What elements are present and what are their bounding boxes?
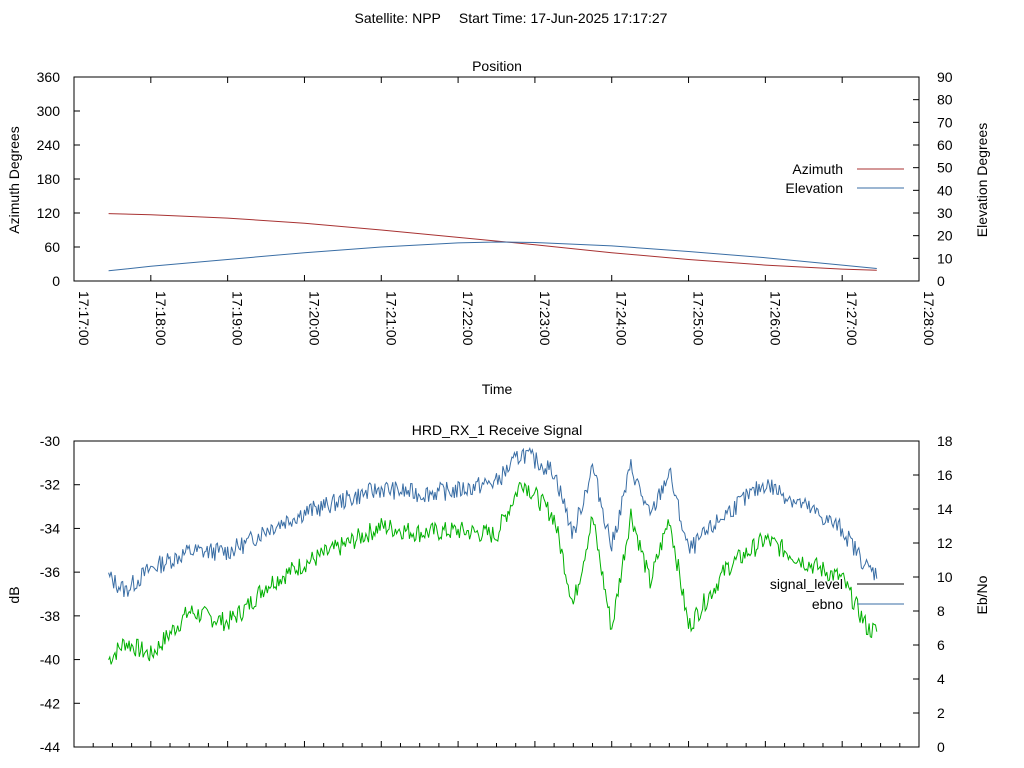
x-tick-label: 17:25:00	[691, 291, 707, 346]
x-tick-label: 17:19:00	[230, 291, 246, 346]
elevation-tick-label: 80	[937, 92, 953, 108]
ebno-tick-label: 2	[937, 705, 945, 721]
elevation-tick-label: 70	[937, 114, 953, 130]
legend-label-signal-level: signal_level	[770, 576, 843, 592]
db-tick-label: -32	[40, 477, 60, 493]
azimuth-tick-label: 240	[37, 137, 61, 153]
signal-legend: signal_level ebno	[770, 576, 904, 612]
x-tick-label: 17:28:00	[921, 291, 937, 346]
x-tick-label: 17:17:00	[76, 291, 92, 346]
elevation-tick-label: 40	[937, 182, 953, 198]
series-line-signal-level	[108, 481, 878, 665]
db-tick-label: -38	[40, 608, 60, 624]
x-tick-label: 17:26:00	[767, 291, 783, 346]
elevation-tick-label: 90	[937, 69, 953, 85]
azimuth-tick-label: 300	[37, 103, 61, 119]
ebno-tick-label: 12	[937, 535, 953, 551]
db-tick-label: -42	[40, 695, 60, 711]
position-series	[108, 213, 877, 272]
x-tick-label: 17:23:00	[537, 291, 553, 346]
series-line-ebno	[108, 446, 878, 598]
signal-plot-frame	[73, 440, 920, 748]
signal-title: HRD_RX_1 Receive Signal	[412, 422, 582, 438]
legend-label-ebno: ebno	[812, 596, 843, 612]
position-plot-frame	[73, 76, 920, 282]
azimuth-tick-label: 180	[37, 171, 61, 187]
db-tick-label: -36	[40, 564, 60, 580]
elevation-tick-label: 10	[937, 250, 953, 266]
db-tick-label: -34	[40, 520, 60, 536]
db-tick-label: -44	[40, 739, 60, 755]
time-axis-label: Time	[482, 381, 513, 397]
position-title: Position	[472, 58, 522, 74]
elevation-tick-label: 30	[937, 205, 953, 221]
x-tick-label: 17:22:00	[460, 291, 476, 346]
series-line-azimuth	[108, 213, 877, 271]
ebno-tick-label: 8	[937, 603, 945, 619]
elevation-tick-label: 20	[937, 228, 953, 244]
elevation-tick-label: 60	[937, 137, 953, 153]
ebno-tick-label: 10	[937, 569, 953, 585]
ebno-tick-label: 4	[937, 671, 945, 687]
signal-chart: HRD_RX_1 Receive Signal dB Eb/No -44-42-…	[6, 422, 990, 755]
azimuth-tick-label: 60	[44, 239, 60, 255]
series-line-elevation	[108, 241, 877, 272]
ebno-tick-label: 0	[937, 739, 945, 755]
elevation-tick-label: 0	[937, 273, 945, 289]
signal-series	[108, 446, 878, 665]
azimuth-tick-label: 0	[52, 273, 60, 289]
db-axis-label: dB	[6, 586, 22, 603]
x-tick-label: 17:27:00	[844, 291, 860, 346]
ebno-tick-label: 14	[937, 501, 953, 517]
ebno-tick-label: 16	[937, 467, 953, 483]
x-tick-label: 17:20:00	[306, 291, 322, 346]
db-tick-label: -40	[40, 652, 60, 668]
azimuth-tick-label: 360	[37, 69, 61, 85]
legend-label-elevation: Elevation	[785, 180, 843, 196]
position-ticks: 17:17:00 17:18:00 17:19:00 17:20:00 17:21:00…	[37, 69, 953, 346]
x-tick-label: 17:21:00	[383, 291, 399, 346]
legend-label-azimuth: Azimuth	[792, 161, 843, 177]
elevation-axis-label: Elevation Degrees	[974, 123, 990, 237]
position-chart: Position Azimuth Degrees Elevation Degre…	[6, 58, 990, 397]
page-header: Satellite: NPP Start Time: 17-Jun-2025 17…	[355, 10, 668, 26]
ebno-tick-label: 18	[937, 433, 953, 449]
ebno-axis-label: Eb/No	[974, 575, 990, 614]
azimuth-tick-label: 120	[37, 205, 61, 221]
azimuth-axis-label: Azimuth Degrees	[6, 126, 22, 233]
elevation-tick-label: 50	[937, 160, 953, 176]
x-tick-label: 17:18:00	[153, 291, 169, 346]
x-tick-label: 17:24:00	[614, 291, 630, 346]
start-time-label: Start Time: 17-Jun-2025 17:17:27	[459, 10, 668, 26]
signal-ticks: -44 -42 -40 -38 -36 -34 -32 -30 0 2 4 6 8 10 12 14 16 18	[40, 433, 953, 755]
satellite-label: Satellite: NPP	[355, 10, 441, 26]
position-legend: Azimuth Elevation	[785, 161, 904, 196]
ebno-tick-label: 6	[937, 637, 945, 653]
db-tick-label: -30	[40, 433, 60, 449]
